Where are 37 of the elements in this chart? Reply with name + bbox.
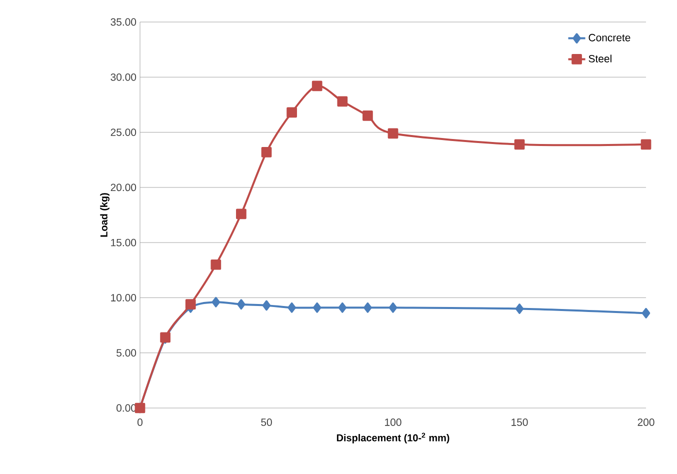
point [364, 302, 372, 313]
y-tick-label: 5.00 [116, 349, 136, 357]
legend-label: Concrete [588, 34, 630, 42]
point [388, 128, 398, 139]
point [515, 304, 524, 314]
point [337, 96, 348, 107]
point [338, 302, 347, 313]
x-axis-title: Displacement (10-$^{2}$ mm) [336, 432, 450, 444]
point [261, 146, 272, 158]
point [362, 110, 373, 121]
point [514, 139, 525, 150]
x-tick-label: 150 [512, 418, 528, 426]
point [312, 302, 322, 313]
point [212, 296, 220, 308]
x-tick-label: 200 [638, 418, 654, 426]
y-tick-label: 15.00 [111, 238, 136, 246]
legend-label: Steel [588, 54, 612, 62]
point [288, 302, 296, 313]
point [286, 107, 297, 118]
point [312, 80, 322, 92]
point [185, 299, 196, 310]
x-tick-label: 0 [138, 418, 142, 426]
point [236, 208, 246, 220]
point [388, 302, 398, 313]
y-tick-label: 30.00 [110, 73, 136, 81]
point [640, 139, 652, 150]
point [262, 300, 271, 311]
point [210, 259, 222, 270]
point [237, 299, 246, 310]
y-axis-title: Load (kg) [100, 193, 110, 237]
y-tick-label: 25.00 [110, 128, 136, 136]
point [642, 308, 650, 318]
y-tick-label: 10.00 [111, 294, 136, 302]
x-tick-label: 50 [261, 418, 272, 426]
x-tick-label: 100 [385, 418, 402, 426]
y-tick-label: 20.00 [110, 184, 136, 192]
y-tick-label: 35.00 [110, 18, 136, 26]
